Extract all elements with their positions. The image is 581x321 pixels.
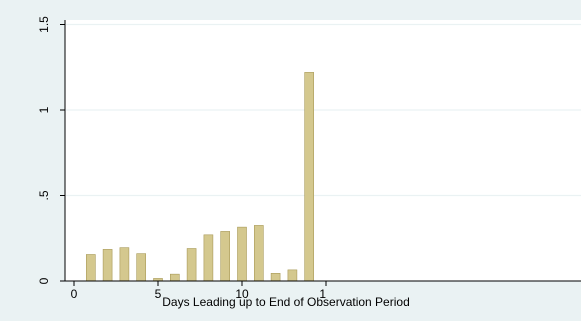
plot-area [65,20,581,281]
bar [119,247,130,282]
x-axis-title: Days Leading up to End of Observation Pe… [162,295,410,309]
y-tick-label: 0 [37,277,51,284]
grid-lines [66,23,581,197]
bar [304,72,315,282]
y-tick-label: .5 [37,190,51,200]
bar [203,234,214,282]
bar [254,225,264,282]
y-tick-label: 1.5 [37,16,51,33]
y-axis-ticks: 0 .5 1 1.5 [37,16,65,284]
bar [270,273,281,282]
x-tick-label: 5 [155,287,162,301]
bar [186,248,197,282]
bar [237,226,247,282]
x-tick-label: 10 [235,287,249,301]
y-tick-label: 1 [37,106,51,113]
x-tick-label: 0 [71,287,78,301]
bar [86,254,96,282]
x-tick-label: 1 [319,287,326,301]
bar [170,273,180,282]
bar [136,253,146,282]
bar [220,231,230,282]
bar [287,269,298,282]
x-axis-ticks: 0 5 10 1 [71,281,327,301]
bar [102,249,113,282]
